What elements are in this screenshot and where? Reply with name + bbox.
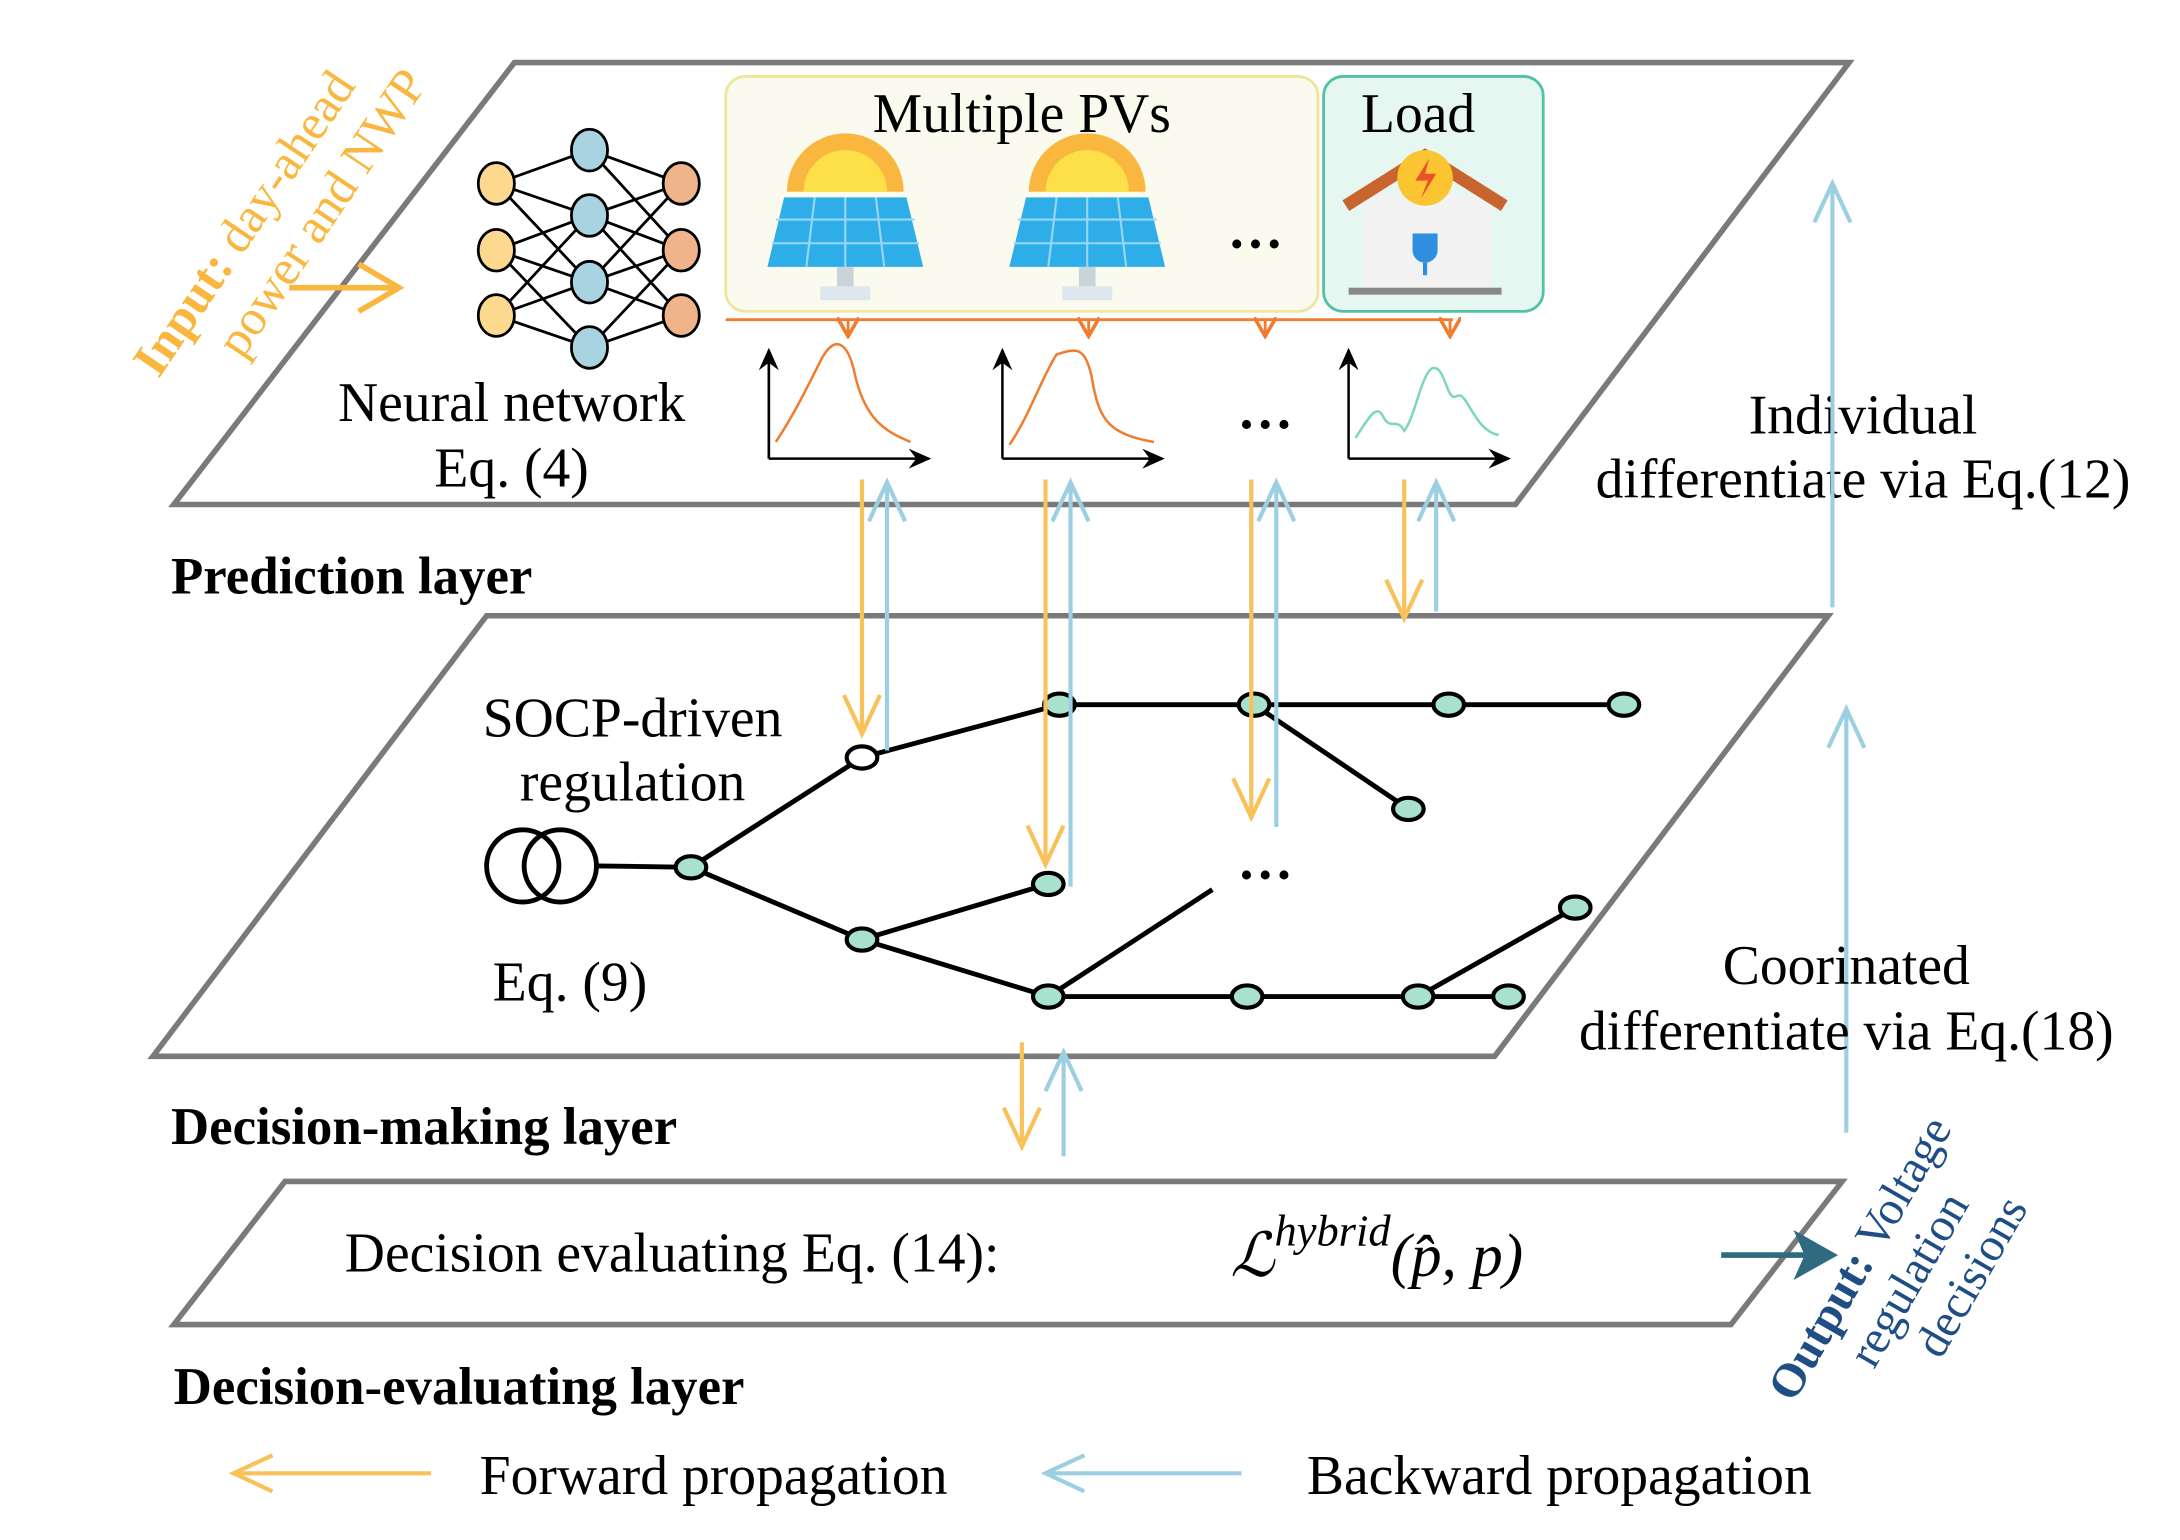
legend-backward: Backward propagation — [1040, 1445, 1812, 1507]
bus-node — [1229, 983, 1265, 1010]
legend-backward-label: Backward propagation — [1307, 1445, 1812, 1507]
network-ellipsis: … — [1237, 829, 1293, 891]
socp-line1: SOCP-driven — [483, 688, 783, 750]
backward-arrow-icon — [1040, 1453, 1242, 1494]
chart-ellipsis: … — [1237, 379, 1293, 441]
bus-node — [1236, 691, 1272, 718]
nn-label: Neural network — [338, 372, 686, 434]
coordinated-line2: differentiate via Eq.(18) — [1579, 1000, 2114, 1062]
pv-forecast-chart — [992, 347, 1165, 469]
pv-title: Multiple PVs — [873, 83, 1171, 145]
house-power-icon — [1342, 148, 1508, 295]
formula-args: (p̂, p) — [1391, 1222, 1523, 1290]
evaluating-text: Decision evaluating Eq. (14): — [345, 1223, 1000, 1285]
bus-node — [1431, 691, 1467, 718]
bus-node — [1391, 795, 1426, 823]
forward-arrows — [842, 479, 1425, 1152]
load-title: Load — [1361, 83, 1475, 145]
pv-forecast-chart — [758, 343, 929, 458]
bus-node — [1030, 983, 1066, 1010]
input-arrow — [289, 261, 405, 314]
decision-eq: Eq. (9) — [493, 952, 647, 1014]
pv-output-line — [725, 320, 1453, 334]
load-forecast-chart — [1338, 347, 1511, 469]
decision-plane — [147, 612, 1834, 1060]
forward-arrow-icon — [228, 1453, 431, 1494]
pv-ellipsis: … — [1228, 198, 1284, 260]
coordinated-line1: Coorinated — [1723, 935, 1970, 997]
bus-node — [844, 926, 880, 953]
bus-node — [1030, 870, 1066, 898]
bus-node — [673, 854, 709, 881]
transformer-icon — [484, 827, 599, 905]
nn-eq: Eq. (4) — [434, 437, 588, 499]
bus-node — [1557, 894, 1593, 921]
bus-node — [1491, 983, 1526, 1010]
output-label: Output: Voltage regulation decisions — [1758, 1108, 2038, 1409]
solar-panel-icon — [767, 133, 924, 301]
hybrid-loss-formula: ℒhybrid(p̂, p) — [1230, 1205, 1523, 1290]
bus-node — [1606, 691, 1642, 718]
neural-network-icon — [476, 127, 701, 370]
formula-l: ℒ — [1230, 1222, 1276, 1290]
evaluating-plane — [168, 1178, 1848, 1328]
evaluating-layer-title: Decision-evaluating layer — [174, 1358, 745, 1416]
backward-arrows — [867, 178, 1867, 1157]
prediction-layer-title: Prediction layer — [171, 547, 532, 605]
output-arrow — [1721, 1230, 1838, 1281]
legend-forward: Forward propagation — [228, 1445, 948, 1507]
bus-node — [844, 744, 880, 771]
decision-layer-title: Decision-making layer — [171, 1098, 677, 1156]
socp-line2: regulation — [520, 752, 745, 814]
individual-line2: differentiate via Eq.(12) — [1596, 449, 2131, 511]
bus-node — [1400, 983, 1436, 1010]
legend-forward-label: Forward propagation — [480, 1445, 948, 1507]
individual-line1: Individual — [1749, 385, 1978, 447]
solar-panel-icon — [1009, 133, 1166, 301]
formula-sup: hybrid — [1274, 1205, 1391, 1255]
